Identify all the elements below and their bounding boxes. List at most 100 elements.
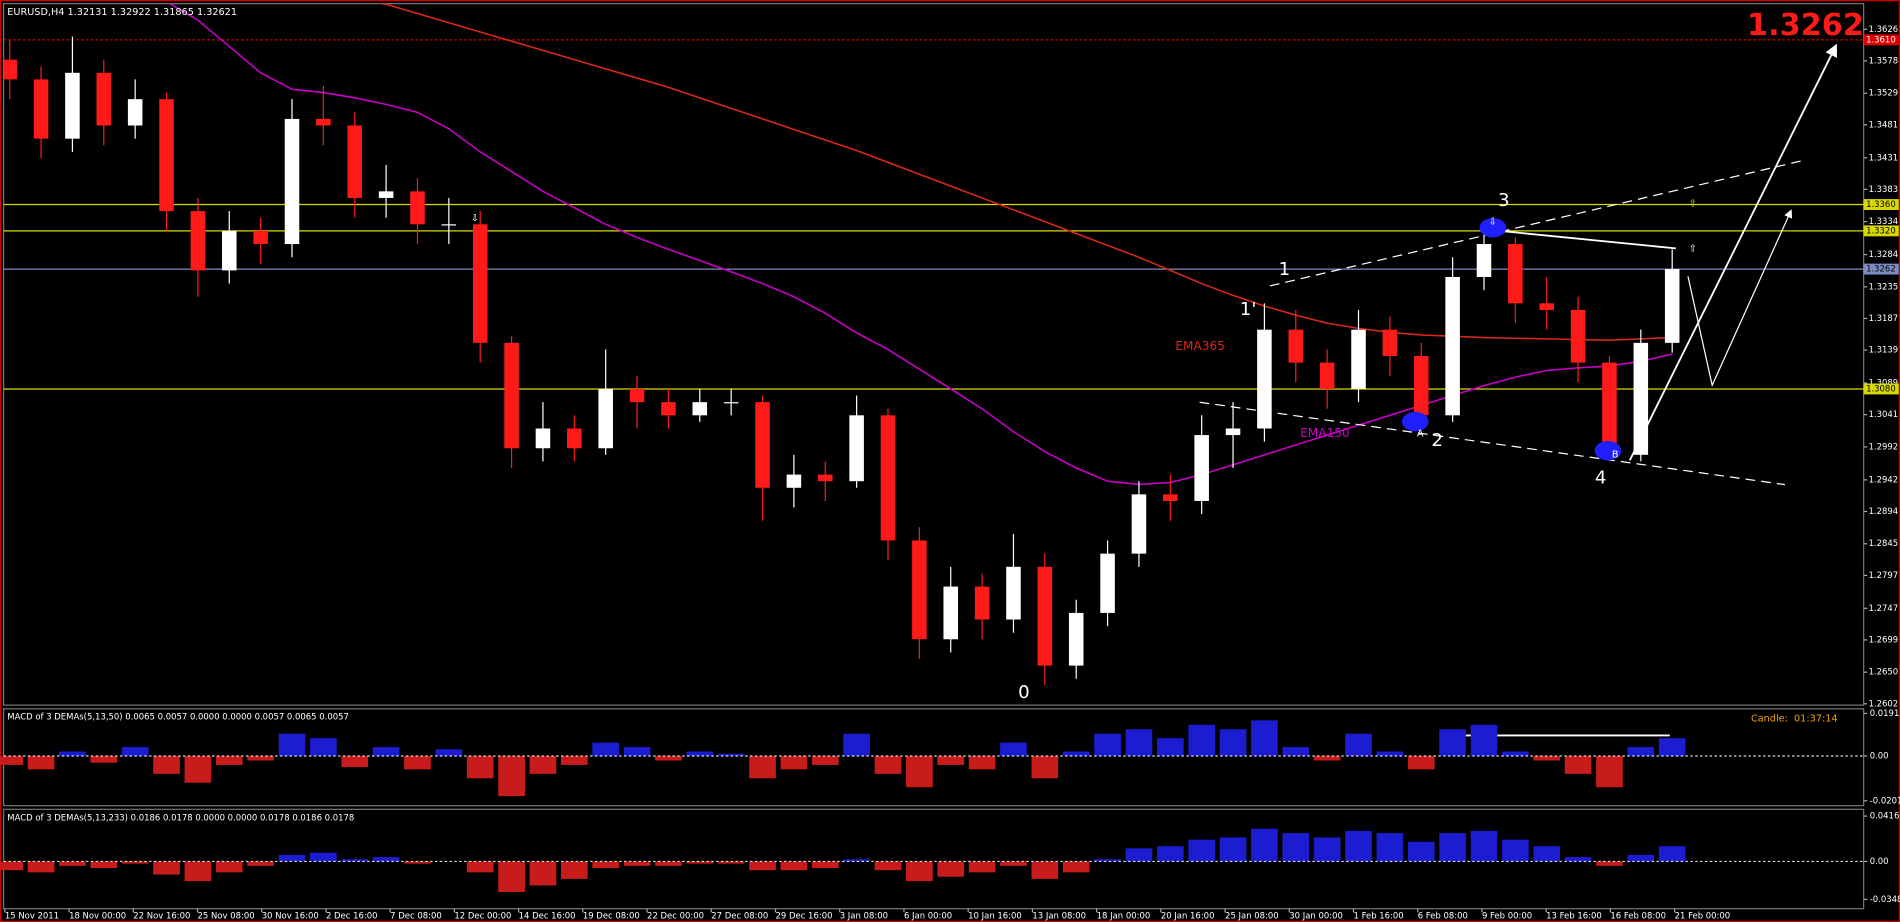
histogram-bar bbox=[1282, 833, 1310, 862]
histogram-bar bbox=[1251, 720, 1278, 757]
histogram-bar bbox=[184, 756, 212, 783]
histogram-bar bbox=[1031, 756, 1059, 779]
level-label: 1.3360 bbox=[1866, 199, 1896, 209]
histogram-bar bbox=[1062, 751, 1090, 757]
x-tick-label: 30 Jan 00:00 bbox=[1289, 910, 1343, 920]
histogram-bar bbox=[843, 733, 870, 757]
histogram-bar bbox=[90, 861, 118, 868]
histogram-bar bbox=[1533, 846, 1561, 862]
candle-body bbox=[786, 474, 802, 488]
histogram-bar bbox=[1376, 751, 1404, 757]
arrow-mark: ⇧ bbox=[1689, 243, 1697, 254]
histogram-bar bbox=[1502, 751, 1529, 757]
candle-body bbox=[33, 79, 49, 139]
level-tag bbox=[1863, 34, 1899, 46]
histogram-bar bbox=[1313, 756, 1341, 761]
y-tick-label: 1.2894 bbox=[1868, 506, 1898, 516]
candle-body bbox=[1131, 494, 1147, 554]
histogram-bar bbox=[717, 861, 745, 864]
moving-average bbox=[168, 3, 1673, 486]
histogram-bar bbox=[341, 756, 369, 768]
histogram-bar bbox=[1533, 756, 1561, 761]
histogram-bar bbox=[655, 861, 682, 866]
candle-body bbox=[1288, 329, 1304, 363]
point-label: A bbox=[1417, 429, 1424, 440]
histogram-bar bbox=[1031, 861, 1059, 879]
histogram-bar bbox=[466, 861, 494, 873]
histogram-bar bbox=[247, 861, 274, 866]
y-tick-label: -0.0348 bbox=[1870, 894, 1900, 904]
histogram-bar bbox=[1062, 861, 1090, 873]
x-tick-label: 3 Jan 08:00 bbox=[840, 910, 888, 920]
histogram-bar bbox=[1188, 839, 1216, 862]
target-arrow bbox=[1628, 43, 1837, 461]
candle-body bbox=[817, 474, 833, 482]
candle-body bbox=[410, 191, 425, 225]
histogram-bar bbox=[937, 756, 965, 765]
overlay-label: EMA150 bbox=[1300, 426, 1350, 440]
y-tick-label: 1.3529 bbox=[1868, 88, 1898, 98]
histogram-bar bbox=[1188, 724, 1216, 757]
y-tick-label: 0.00 bbox=[1870, 751, 1889, 761]
scenario-arrow bbox=[1687, 209, 1793, 388]
x-tick-label: 14 Dec 16:00 bbox=[519, 910, 576, 920]
candle-body bbox=[755, 402, 770, 488]
histogram-bar bbox=[780, 861, 808, 871]
x-tick-label: 27 Dec 08:00 bbox=[711, 910, 768, 920]
y-tick-label: -0.0201 bbox=[1870, 795, 1900, 805]
candle-body bbox=[504, 342, 519, 449]
histogram-bar bbox=[278, 854, 306, 862]
histogram-bar bbox=[906, 861, 933, 882]
x-tick-label: 9 Feb 00:00 bbox=[1482, 910, 1532, 920]
candle-body bbox=[441, 224, 457, 226]
x-tick-label: 13 Jan 08:00 bbox=[1032, 910, 1086, 920]
histogram-bar bbox=[592, 742, 620, 757]
candle-body bbox=[943, 586, 959, 640]
histogram-bar bbox=[1094, 859, 1121, 862]
histogram-bar bbox=[529, 861, 557, 886]
histogram-bar bbox=[372, 747, 400, 757]
histogram-bar bbox=[0, 861, 24, 871]
candle-body bbox=[1351, 329, 1366, 389]
histogram-bar bbox=[498, 756, 525, 797]
candle-body bbox=[1382, 329, 1398, 357]
candle-body bbox=[159, 99, 174, 212]
histogram-bar bbox=[749, 756, 776, 779]
candle-body bbox=[567, 428, 582, 449]
candle-body bbox=[1664, 269, 1680, 343]
candle-body bbox=[127, 99, 143, 126]
histogram-bar bbox=[1345, 830, 1372, 862]
histogram-bar bbox=[1627, 747, 1655, 757]
x-tick-label: 21 Feb 00:00 bbox=[1675, 910, 1731, 920]
candle-body bbox=[1476, 244, 1492, 277]
candle-body bbox=[692, 402, 708, 416]
histogram-bar bbox=[843, 859, 870, 862]
histogram-bar bbox=[310, 852, 337, 862]
x-tick-label: 2 Dec 16:00 bbox=[326, 910, 378, 920]
main-panel bbox=[3, 3, 1865, 706]
histogram-bar bbox=[121, 747, 149, 757]
y-tick-label: 1.2699 bbox=[1868, 634, 1898, 644]
candle-body bbox=[1068, 612, 1084, 666]
level-tag bbox=[1863, 225, 1899, 237]
arrow-mark: ⇩ bbox=[471, 213, 479, 224]
x-tick-label: 25 Jan 08:00 bbox=[1225, 910, 1279, 920]
histogram-bar bbox=[215, 861, 243, 873]
histogram-bar bbox=[1564, 857, 1592, 862]
y-tick-label: 1.3334 bbox=[1868, 216, 1898, 226]
y-tick-label: 1.3284 bbox=[1868, 249, 1898, 259]
resistance-line bbox=[1492, 229, 1676, 250]
y-tick-label: 1.3187 bbox=[1868, 313, 1898, 323]
histogram-bar bbox=[906, 756, 933, 788]
point-label: B bbox=[1612, 449, 1619, 460]
candle-body bbox=[598, 388, 613, 449]
candle-body bbox=[1257, 329, 1272, 429]
histogram-bar bbox=[27, 861, 55, 873]
pivot-marker bbox=[1594, 441, 1622, 461]
histogram-bar bbox=[560, 756, 588, 765]
histogram-bar bbox=[498, 861, 525, 892]
histogram-bar bbox=[1470, 724, 1498, 757]
y-tick-label: 1.2992 bbox=[1868, 441, 1898, 451]
y-tick-label: 1.2797 bbox=[1868, 570, 1898, 580]
y-tick-label: 1.2942 bbox=[1868, 474, 1898, 484]
